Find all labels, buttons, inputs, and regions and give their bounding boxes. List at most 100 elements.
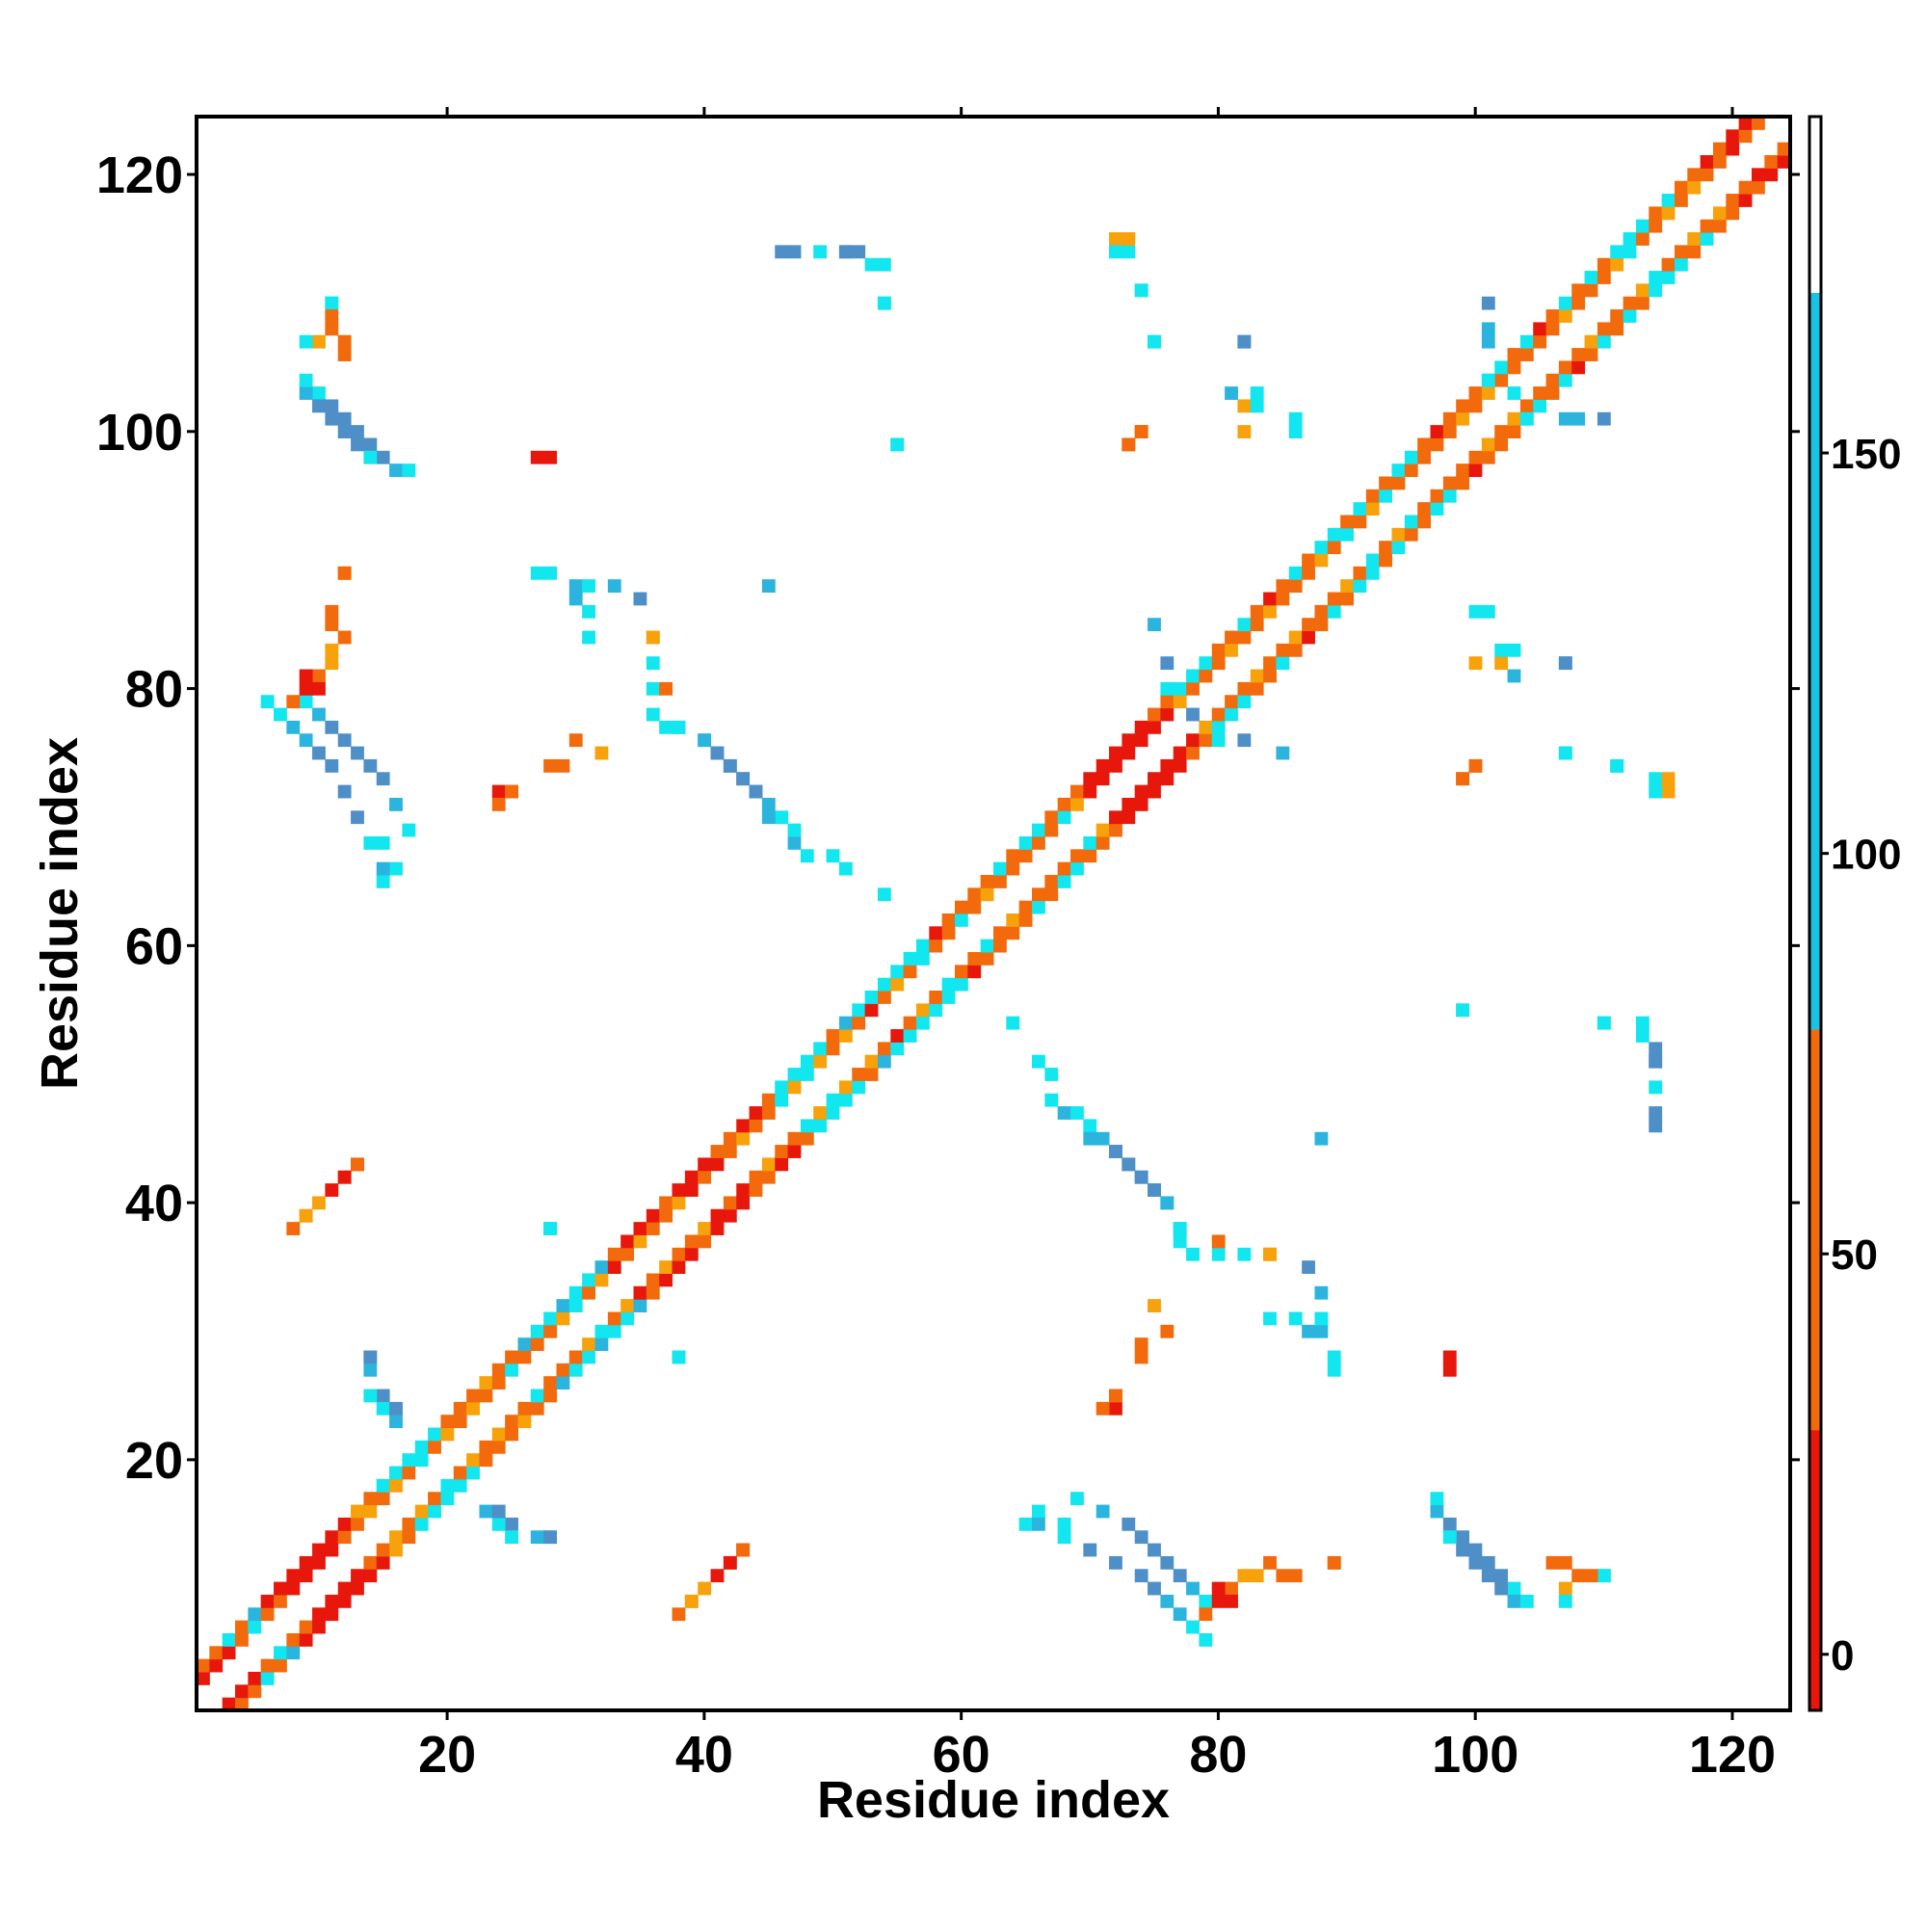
heatmap-cell (299, 1555, 313, 1570)
heatmap-cell (568, 579, 583, 594)
heatmap-cell (903, 1016, 917, 1030)
heatmap-cell (453, 1401, 467, 1416)
colorbar-frame (1808, 115, 1823, 1712)
heatmap-cell (1250, 681, 1264, 696)
heatmap-cell (1237, 681, 1252, 696)
heatmap-cell (1211, 733, 1226, 748)
heatmap-cell (1302, 630, 1315, 645)
heatmap-cell (1597, 257, 1611, 272)
heatmap-cell (1456, 399, 1470, 413)
heatmap-cell (1250, 399, 1264, 413)
heatmap-cell (530, 1324, 544, 1338)
heatmap-cell (1109, 810, 1122, 825)
colorbar-tick-label: 150 (1831, 431, 1901, 478)
heatmap-cell (1327, 527, 1341, 542)
heatmap-cell (1211, 707, 1226, 722)
heatmap-cell (1237, 1569, 1252, 1583)
heatmap-cell (1225, 643, 1238, 657)
heatmap-cell (389, 1401, 403, 1416)
plot-frame (195, 115, 1792, 1712)
heatmap-cell (1674, 180, 1688, 195)
x-tick-label: 60 (933, 1726, 990, 1784)
heatmap-cell (325, 1607, 339, 1622)
heatmap-cell (1263, 1311, 1277, 1326)
heatmap-cell (1160, 758, 1175, 773)
heatmap-cell (1649, 283, 1663, 298)
heatmap-cell (1558, 360, 1572, 375)
heatmap-cell (1160, 695, 1175, 709)
heatmap-cell (402, 1517, 416, 1531)
heatmap-cell (1442, 1363, 1457, 1377)
heatmap-cell (568, 592, 583, 606)
heatmap-cell (299, 1620, 313, 1634)
heatmap-cell (428, 1440, 441, 1454)
heatmap-cell (274, 1594, 287, 1608)
heatmap-cell (1186, 669, 1200, 683)
heatmap-cell (1083, 1543, 1097, 1557)
heatmap-cell (389, 861, 403, 876)
heatmap-cell (376, 1555, 390, 1570)
heatmap-cell (286, 1646, 301, 1660)
heatmap-cell (428, 1427, 441, 1442)
heatmap-cell (235, 1684, 249, 1699)
heatmap-cell (1173, 681, 1187, 696)
heatmap-cell (1430, 1492, 1444, 1506)
heatmap-cell (594, 746, 609, 760)
heatmap-cell (838, 1093, 853, 1107)
heatmap-cell (543, 1311, 557, 1326)
heatmap-cell (325, 720, 339, 734)
heatmap-cell (209, 1658, 224, 1673)
heatmap-cell (1430, 437, 1444, 452)
heatmap-cell (594, 1273, 609, 1287)
heatmap-cell (1584, 348, 1598, 361)
heatmap-cell (1649, 1054, 1663, 1069)
heatmap-cell (1160, 707, 1175, 722)
heatmap-cell (1571, 296, 1586, 310)
heatmap-cell (1712, 142, 1727, 156)
heatmap-cell (1726, 206, 1740, 221)
heatmap-cell (633, 1299, 647, 1312)
heatmap-cell (1738, 180, 1753, 195)
heatmap-cell (260, 1594, 275, 1608)
heatmap-cell (723, 1145, 737, 1158)
heatmap-cell (1353, 566, 1367, 580)
heatmap-cell (312, 1620, 326, 1634)
heatmap-cell (1018, 849, 1033, 863)
heatmap-cell (1712, 206, 1727, 221)
heatmap-cell (1623, 245, 1637, 259)
heatmap-cell (1545, 322, 1560, 336)
heatmap-cell (1558, 1594, 1572, 1608)
heatmap-cell (1391, 541, 1406, 555)
heatmap-cell (954, 965, 968, 979)
heatmap-cell (337, 630, 352, 645)
heatmap-cell (1649, 1119, 1663, 1133)
heatmap-cell (890, 1042, 905, 1056)
heatmap-cell (1237, 334, 1252, 349)
heatmap-cell (376, 450, 390, 464)
heatmap-cell (325, 604, 339, 619)
heatmap-cell (505, 1415, 518, 1429)
heatmap-cell (1327, 1555, 1341, 1570)
heatmap-cell (299, 386, 313, 400)
heatmap-cell (1160, 656, 1175, 671)
heatmap-cell (1148, 1581, 1161, 1596)
heatmap-cell (376, 835, 390, 850)
heatmap-cell (1302, 566, 1315, 580)
heatmap-cell (1199, 1632, 1213, 1647)
heatmap-cell (1327, 592, 1341, 606)
heatmap-cell (852, 1068, 866, 1081)
heatmap-cell (1558, 373, 1572, 387)
heatmap-cell (672, 1196, 686, 1210)
heatmap-cell (1211, 1594, 1226, 1608)
heatmap-cell (1468, 399, 1483, 413)
heatmap-cell (1276, 643, 1290, 657)
heatmap-cell (1456, 476, 1470, 490)
heatmap-cell (1545, 1555, 1560, 1570)
heatmap-cell (1764, 168, 1779, 182)
heatmap-cell (1558, 746, 1572, 760)
heatmap-cell (761, 797, 776, 811)
heatmap-cell (1635, 232, 1650, 246)
heatmap-cell (556, 1299, 570, 1312)
heatmap-cell (646, 1285, 660, 1300)
